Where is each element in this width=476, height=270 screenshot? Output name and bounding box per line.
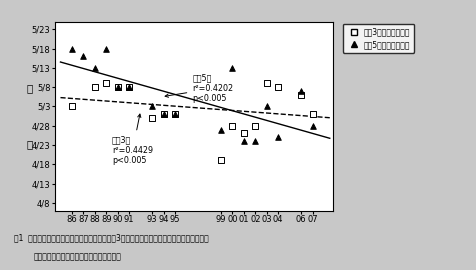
Point (79, 54, 87, 59)
Point (171, 112, 179, 116)
Point (217, 127, 225, 132)
Point (274, 85, 282, 89)
Point (251, 139, 259, 143)
Point (114, 85, 121, 89)
Point (149, 104, 156, 109)
Point (263, 81, 270, 86)
Text: （盛岡市、東北農業研究センター内圏場）: （盛岡市、東北農業研究センター内圏場） (33, 252, 121, 261)
Text: 暦: 暦 (27, 83, 33, 93)
Point (160, 112, 168, 116)
Point (125, 85, 133, 89)
Point (171, 112, 179, 116)
Point (91, 85, 99, 89)
Point (228, 66, 236, 70)
Point (298, 89, 305, 93)
Point (217, 158, 225, 163)
Point (102, 81, 110, 86)
Text: 日: 日 (27, 139, 33, 150)
Point (149, 116, 156, 120)
Point (160, 112, 168, 116)
Point (91, 66, 99, 70)
Point (240, 139, 248, 143)
Point (240, 131, 248, 136)
Text: 囱1  水盤式コナガ性フェロモントラップの連倁3日および５日以上誘殺期間初日の年次変化: 囱1 水盤式コナガ性フェロモントラップの連倁3日および５日以上誘殺期間初日の年次… (14, 234, 209, 242)
Point (228, 124, 236, 128)
Point (68, 104, 76, 109)
Point (309, 112, 317, 116)
Point (114, 85, 121, 89)
Point (251, 124, 259, 128)
Point (125, 85, 133, 89)
Point (102, 46, 110, 51)
Point (274, 135, 282, 140)
Point (309, 124, 317, 128)
Text: 連倁3日
r²=0.4429
p<0.005: 連倁3日 r²=0.4429 p<0.005 (112, 114, 153, 165)
Legend: 連倁3日以上誘殺初日, 連倁5日以上誘殺初日: 連倁3日以上誘殺初日, 連倁5日以上誘殺初日 (343, 23, 414, 53)
Text: 連倁5日
r²=0.4202
p<0.005: 連倁5日 r²=0.4202 p<0.005 (165, 74, 233, 103)
Point (263, 104, 270, 109)
Point (68, 46, 76, 51)
Point (298, 93, 305, 97)
